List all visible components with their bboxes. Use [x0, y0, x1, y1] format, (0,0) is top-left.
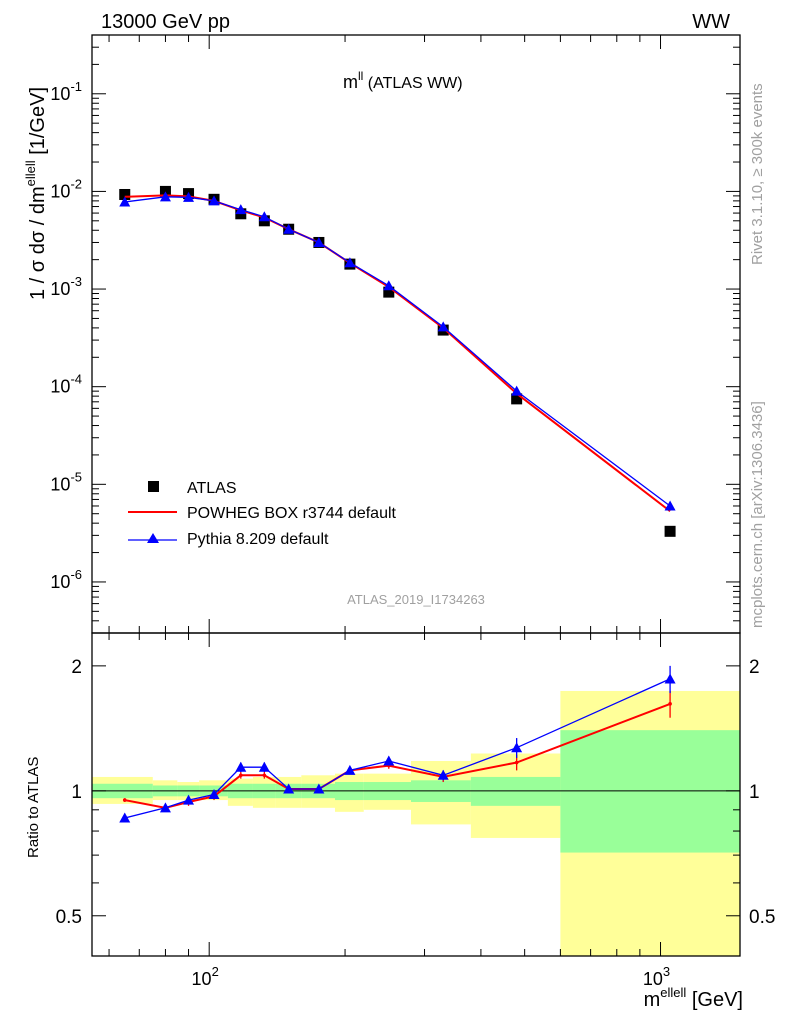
rivet-label: Rivet 3.1.10, ≥ 300k events	[749, 83, 766, 265]
ratio-y-tick-label-right: 2	[749, 657, 760, 678]
y-tick-exponent: -2	[70, 176, 82, 191]
ratio-ylabel: Ratio to ATLAS	[25, 757, 42, 858]
pythia-point	[437, 321, 449, 332]
pythia-point	[183, 191, 195, 202]
legend-atlas-marker	[148, 481, 159, 492]
ratio-point-pythia	[159, 802, 171, 813]
ratio-point-pythia	[664, 673, 676, 684]
x-tick-label: 103	[643, 964, 670, 989]
x-tick-exponent: 2	[212, 964, 219, 979]
ratio-frame	[91, 632, 741, 957]
y-tick-label: 10-6	[50, 567, 82, 592]
ratio-point-powheg	[514, 760, 519, 765]
panel-title: mll (ATLAS WW)	[343, 69, 463, 92]
legend-pythia-marker	[147, 533, 159, 543]
pythia-point	[283, 223, 295, 234]
x-tick-base: 10	[643, 969, 663, 989]
y-tick-exponent: -1	[70, 79, 82, 94]
pythia-point	[511, 385, 523, 396]
ratio-xlabel-main: m	[644, 989, 661, 1011]
y-tick-base: 10	[50, 377, 70, 397]
y-tick-label: 10-1	[50, 79, 82, 104]
legend-powheg-label: POWHEG BOX r3744 default	[187, 505, 397, 522]
ratio-point-pythia	[119, 812, 131, 823]
ratio-point-pythia	[283, 783, 295, 794]
panel-title-rest: (ATLAS WW)	[363, 75, 462, 92]
ratio-point-powheg	[668, 702, 672, 706]
pythia-point	[664, 500, 676, 511]
pythia-point	[159, 191, 171, 202]
atlas-point	[383, 286, 395, 298]
ratio-point-powheg	[262, 773, 267, 778]
ratio-point-powheg	[238, 773, 243, 778]
main-ylabel: 1 / σ dσ / dmellell [1/GeV]	[23, 87, 49, 300]
y-tick-base: 10	[50, 474, 70, 494]
ratio-point-pythia	[313, 783, 325, 794]
ratio-y-tick-label-right: 1	[749, 782, 760, 803]
atlas-point	[511, 393, 523, 405]
y-tick-base: 10	[50, 572, 70, 592]
watermark: ATLAS_2019_I1734263	[347, 592, 485, 607]
header-right: WW	[692, 11, 730, 33]
y-tick-base: 10	[50, 181, 70, 201]
ratio-point-pythia	[258, 761, 270, 772]
pythia-point	[258, 211, 270, 222]
ratio-point-pythia	[208, 788, 220, 799]
main-ylabel-sup: ellell	[23, 160, 38, 186]
ratio-point-pythia	[437, 769, 449, 780]
legend-atlas-label: ATLAS	[187, 480, 237, 497]
main-panel: 10-610-510-410-310-210-1 mll (ATLAS WW) …	[23, 34, 741, 634]
y-tick-label: 10-5	[50, 469, 82, 494]
header-left: 13000 GeV pp	[101, 11, 230, 33]
y-tick-label: 10-4	[50, 372, 82, 397]
y-tick-exponent: -5	[70, 469, 82, 484]
y-tick-base: 10	[50, 84, 70, 104]
y-tick-exponent: -3	[70, 274, 82, 289]
pythia-point	[313, 236, 325, 247]
x-tick-exponent: 3	[663, 964, 670, 979]
ratio-point-pythia	[183, 794, 195, 805]
x-tick-base: 10	[192, 969, 212, 989]
y-tick-exponent: -4	[70, 372, 82, 387]
ratio-y-tick-label-right: 0.5	[749, 907, 775, 928]
y-tick-label: 10-2	[50, 176, 82, 201]
ratio-xlabel-sup: ellell	[660, 985, 686, 1000]
pythia-point	[119, 196, 131, 207]
pythia-point	[208, 195, 220, 206]
panel-title-sup: ll	[358, 69, 363, 83]
ratio-xlabel-unit: [GeV]	[686, 989, 743, 1011]
ratio-y-tick-label-left: 1	[71, 782, 82, 803]
pythia-point	[235, 204, 247, 215]
pythia-line	[124, 196, 671, 507]
ratio-point-pythia	[344, 764, 356, 775]
x-tick-label: 102	[192, 964, 219, 989]
y-tick-base: 10	[50, 279, 70, 299]
ratio-point-pythia	[511, 742, 523, 753]
main-ylabel-unit: [1/GeV]	[27, 87, 49, 160]
pythia-point	[344, 257, 356, 268]
y-tick-exponent: -6	[70, 567, 82, 582]
atlas-point	[664, 525, 676, 537]
panel-title-main: m	[343, 72, 358, 92]
powheg-line	[124, 194, 671, 512]
ratio-y-tick-label-left: 2	[71, 657, 82, 678]
ratio-point-pythia	[383, 755, 395, 766]
pythia-point	[383, 280, 395, 291]
main-ylabel-main: 1 / σ dσ / dm	[27, 186, 49, 300]
legend-pythia-label: Pythia 8.209 default	[187, 531, 329, 548]
y-tick-label: 10-3	[50, 274, 82, 299]
atlas-point	[119, 188, 131, 200]
ratio-point-pythia	[235, 761, 247, 772]
inner-band-bin	[560, 730, 740, 853]
mcplots-label: mcplots.cern.ch [arXiv:1306.3436]	[749, 401, 766, 628]
ratio-point-powheg	[122, 798, 127, 802]
inner-band-bin	[470, 776, 561, 806]
ratio-xlabel: mellell [GeV]	[644, 985, 743, 1011]
legend: ATLAS POWHEG BOX r3744 default Pythia 8.…	[128, 480, 397, 548]
ratio-y-tick-label-left: 0.5	[56, 907, 82, 928]
